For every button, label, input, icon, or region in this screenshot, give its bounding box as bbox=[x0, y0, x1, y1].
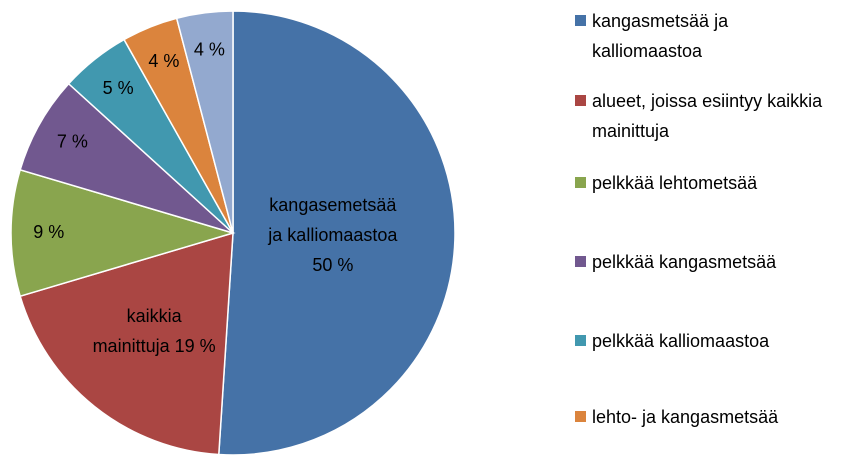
pie-slice bbox=[19, 82, 234, 234]
legend-item: kangasmetsää ja kalliomaastoa bbox=[575, 6, 843, 66]
legend-label: pelkkää kalliomaastoa bbox=[592, 331, 770, 351]
chart: kangasemetsää ja kalliomaastoa 50 % kaikkia… bbox=[10, 10, 456, 455]
legend-swatch bbox=[575, 335, 586, 346]
data-label: kangasemetsää ja kalliomaastoa 50 % bbox=[267, 195, 398, 275]
data-label: 5 % bbox=[103, 78, 134, 98]
pie-slice bbox=[217, 10, 456, 455]
pie-slice bbox=[10, 168, 236, 298]
data-label: kaikkia mainittuja 19 % bbox=[93, 306, 216, 356]
data-label: 9 % bbox=[33, 222, 64, 242]
legend-item: pelkkää lehtometsää bbox=[575, 168, 843, 198]
data-label: 7 % bbox=[57, 131, 88, 151]
legend-label: kangasmetsää ja kalliomaastoa bbox=[592, 11, 729, 61]
legend-swatch bbox=[575, 177, 586, 188]
legend-swatch bbox=[575, 15, 586, 26]
legend-label: pelkkää lehtometsää bbox=[592, 173, 758, 193]
legend-item: alueet, joissa esiintyy kaikkia mainittu… bbox=[575, 86, 843, 146]
legend-swatch bbox=[575, 411, 586, 422]
legend-label: lehto- ja kangasmetsää bbox=[592, 407, 779, 427]
legend-label: pelkkää kangasmetsää bbox=[592, 252, 777, 272]
legend-item: lehto- ja kangasmetsää bbox=[575, 402, 843, 432]
legend-swatch bbox=[575, 95, 586, 106]
pie-slice bbox=[19, 231, 234, 455]
data-label: 4 % bbox=[194, 39, 225, 59]
data-label: 4 % bbox=[148, 51, 179, 71]
pie-slice bbox=[175, 10, 234, 234]
legend-item: pelkkää kangasmetsää bbox=[575, 247, 843, 277]
legend-label: alueet, joissa esiintyy kaikkia mainittu… bbox=[592, 91, 823, 141]
legend-item: pelkkää kalliomaastoa bbox=[575, 326, 843, 356]
legend-swatch bbox=[575, 256, 586, 267]
